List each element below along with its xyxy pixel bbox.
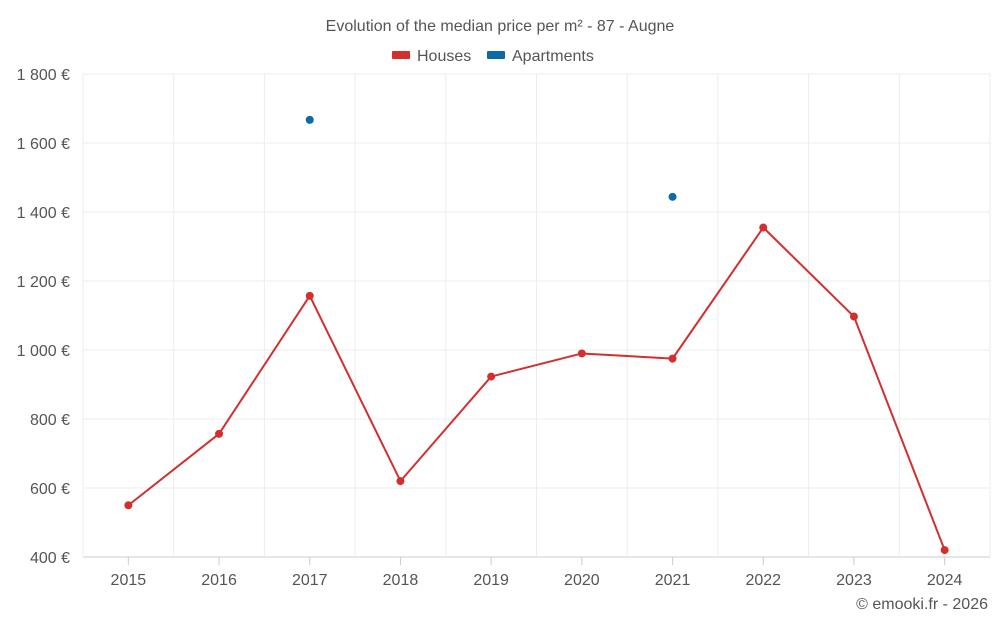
y-tick-label: 1 400 €	[17, 205, 70, 222]
grid	[82, 73, 991, 558]
legend-label-apartments: Apartments	[512, 48, 594, 65]
series-line-houses	[127, 226, 946, 551]
legend: Houses Apartments	[392, 48, 594, 65]
series-apartments	[305, 115, 677, 201]
legend-item-houses[interactable]: Houses	[392, 48, 471, 65]
legend-swatch-apartments	[487, 51, 505, 59]
chart-title: Evolution of the median price per m² - 8…	[326, 18, 675, 35]
data-point-apartments-2017[interactable]	[305, 115, 314, 124]
data-point-houses-2017[interactable]	[305, 291, 314, 300]
data-point-houses-2018[interactable]	[396, 477, 405, 486]
x-tick-label: 2024	[927, 572, 963, 589]
y-tick-label: 1 800 €	[17, 67, 70, 84]
x-tick-label: 2021	[655, 572, 691, 589]
data-point-houses-2024[interactable]	[940, 546, 949, 555]
y-tick-label: 600 €	[30, 481, 70, 498]
x-axis: 2015 2016 2017 2018 2019 2020 2021 2022 2023 2024	[111, 557, 963, 589]
legend-item-apartments[interactable]: Apartments	[487, 48, 594, 65]
series	[124, 115, 949, 555]
data-point-houses-2019[interactable]	[487, 372, 496, 381]
x-tick-label: 2017	[292, 572, 328, 589]
data-point-houses-2022[interactable]	[759, 223, 768, 232]
data-point-houses-2015[interactable]	[124, 501, 133, 510]
series-houses	[124, 223, 949, 555]
credit-text: © emooki.fr - 2026	[856, 596, 988, 613]
x-tick-label: 2015	[111, 572, 147, 589]
y-tick-label: 1 600 €	[17, 136, 70, 153]
legend-label-houses: Houses	[417, 48, 471, 65]
y-tick-label: 1 000 €	[17, 343, 70, 360]
y-tick-label: 800 €	[30, 412, 70, 429]
data-point-apartments-2021[interactable]	[668, 192, 677, 201]
y-tick-label: 400 €	[30, 550, 70, 567]
x-tick-label: 2022	[745, 572, 781, 589]
data-point-houses-2016[interactable]	[215, 429, 224, 438]
data-point-houses-2021[interactable]	[668, 354, 677, 363]
data-point-houses-2023[interactable]	[849, 312, 858, 321]
x-tick-label: 2020	[564, 572, 600, 589]
y-axis: 400 € 600 € 800 € 1 000 € 1 200 € 1 400 € 1 60…	[17, 67, 70, 567]
x-tick-label: 2016	[201, 572, 237, 589]
x-tick-label: 2023	[836, 572, 872, 589]
legend-swatch-houses	[392, 51, 410, 59]
y-tick-label: 1 200 €	[17, 274, 70, 291]
x-tick-label: 2018	[383, 572, 419, 589]
x-tick-label: 2019	[473, 572, 509, 589]
data-point-houses-2020[interactable]	[577, 349, 586, 358]
